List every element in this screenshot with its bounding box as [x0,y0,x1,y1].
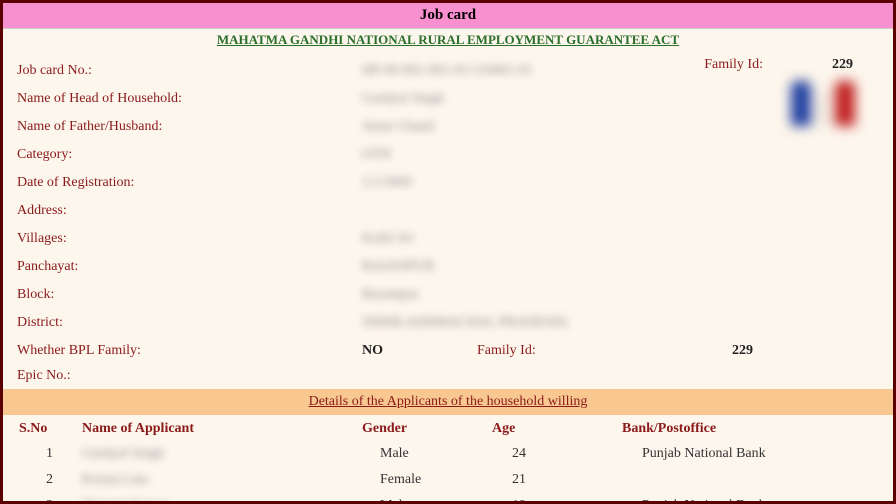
district-label: District: [17,315,362,331]
title-bar: Job card [3,3,893,29]
applicants-rows: 1Gurdyal SinghMale24Punjab National Bank… [17,441,879,504]
dor-label: Date of Registration: [17,175,362,191]
cell-bank: Punjab National Bank [622,446,879,462]
table-row: 2Krisna LataFemale21 [17,467,879,493]
applicants-section-header: Details of the Applicants of the househo… [3,389,893,415]
block-label: Block: [17,287,362,303]
category-value: OTH [362,147,879,163]
cell-age: 24 [492,446,622,462]
bpl-label: Whether BPL Family: [17,343,362,359]
dor-value: 1/1/2009 [362,175,879,191]
row-category: Category: OTH [17,141,879,169]
head-label: Name of Head of Household: [17,91,362,107]
jobcard-label: Job card No.: [17,63,362,79]
block-value: Basantpur [362,287,879,303]
row-villages: Villages: Kothi Sri [17,225,879,253]
panchayat-value: RAJANPUR [362,259,879,275]
row-block: Block: Basantpur [17,281,879,309]
act-title: MAHATMA GANDHI NATIONAL RURAL EMPLOYMENT… [3,29,893,51]
table-row: 3Hemant KumarMale19Punjab National Bank [17,493,879,504]
cell-bank: Punjab National Bank [622,498,879,504]
cell-sno: 2 [17,472,82,488]
cell-name: Gurdyal Singh [82,446,362,462]
villages-value: Kothi Sri [362,231,879,247]
applicants-table-header: S.No Name of Applicant Gender Age Bank/P… [17,415,879,441]
cell-name: Hemant Kumar [82,498,362,504]
row-district: District: SHIMLA(HIMACHAL PRADESH) [17,309,879,337]
row-bpl: Whether BPL Family: NO Family Id: 229 [17,337,879,365]
th-bank: Bank/Postoffice [622,421,879,437]
row-head: Name of Head of Household: Gurdyal Singh [17,85,879,113]
row-father: Name of Father/Husband: Amar Chand [17,113,879,141]
th-sno: S.No [17,421,82,437]
th-name: Name of Applicant [82,421,362,437]
cell-gender: Female [362,472,492,488]
cell-gender: Male [362,498,492,504]
cell-sno: 1 [17,446,82,462]
cell-age: 19 [492,498,622,504]
bpl-value: NO [362,343,477,359]
father-value: Amar Chand [362,119,879,135]
address-label: Address: [17,203,362,219]
epic-label: Epic No.: [17,365,879,387]
row-dor: Date of Registration: 1/1/2009 [17,169,879,197]
th-age: Age [492,421,622,437]
row-panchayat: Panchayat: RAJANPUR [17,253,879,281]
cell-gender: Male [362,446,492,462]
jobcard-value: HP-09-001-001-01/110001-01 [362,63,879,79]
family-id-inline-value: 229 [732,343,753,359]
head-value: Gurdyal Singh [362,91,879,107]
category-label: Category: [17,147,362,163]
district-value: SHIMLA(HIMACHAL PRADESH) [362,315,879,331]
panchayat-label: Panchayat: [17,259,362,275]
villages-label: Villages: [17,231,362,247]
applicants-section-title: Details of the Applicants of the househo… [309,394,588,409]
th-gender: Gender [362,421,492,437]
table-row: 1Gurdyal SinghMale24Punjab National Bank [17,441,879,467]
row-address: Address: [17,197,879,225]
father-label: Name of Father/Husband: [17,119,362,135]
main-content: Family Id: 229 Job card No.: HP-09-001-0… [3,51,893,504]
family-id-inline-label: Family Id: [477,343,732,359]
cell-bank [622,472,879,488]
cell-age: 21 [492,472,622,488]
cell-sno: 3 [17,498,82,504]
cell-name: Krisna Lata [82,472,362,488]
job-card-container: Job card MAHATMA GANDHI NATIONAL RURAL E… [0,0,896,504]
